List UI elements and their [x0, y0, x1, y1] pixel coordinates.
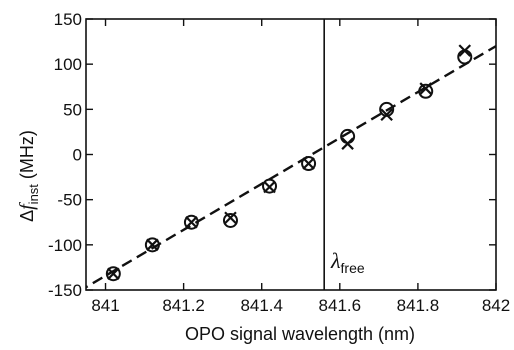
x-tick-label: 841.4 — [240, 296, 283, 315]
cross-marker — [146, 238, 159, 252]
fit-line — [86, 45, 496, 289]
cross-marker — [263, 180, 276, 194]
circle-marker — [262, 178, 278, 194]
y-tick-label: -150 — [48, 281, 82, 300]
vline-label: λfree — [330, 248, 365, 276]
circle-marker — [418, 83, 434, 99]
plot-area — [86, 19, 496, 290]
svg-text:Δfinst (MHz): Δfinst (MHz) — [16, 130, 41, 222]
x-tick-label: 841.8 — [397, 296, 440, 315]
x-tick-label: 841 — [91, 296, 119, 315]
circle-marker — [105, 266, 121, 282]
cross-marker — [380, 108, 393, 122]
x-tick-label: 841.2 — [162, 296, 205, 315]
y-tick-label: -50 — [57, 191, 82, 210]
y-axis-title-symbol: f — [16, 202, 38, 210]
y-axis-title-unit: (MHz) — [17, 130, 37, 184]
cross-marker — [341, 137, 354, 150]
circle-marker — [183, 214, 199, 230]
y-tick-label: 100 — [54, 55, 82, 74]
circle-marker — [222, 212, 238, 228]
circle-marker — [301, 156, 317, 172]
y-tick-label: -100 — [48, 236, 82, 255]
x-tick-label: 841.6 — [319, 296, 362, 315]
x-axis-title: OPO signal wavelength (nm) — [185, 324, 415, 344]
vline-label-subscript: free — [341, 260, 365, 276]
cross-marker — [419, 82, 432, 95]
vline-label-symbol: λ — [330, 248, 341, 273]
y-axis-title: Δfinst (MHz) — [16, 130, 41, 222]
cross-marker — [458, 44, 472, 57]
axes: 841 841.2 841.4 841.6 841.8 842 -150 -100 -50 0 50… — [48, 10, 510, 315]
y-tick-label: 0 — [73, 146, 82, 165]
circle-marker — [457, 49, 473, 65]
y-tick-label: 50 — [63, 100, 82, 119]
cross-marker — [224, 211, 237, 225]
y-tick-label: 150 — [54, 10, 82, 29]
y-axis-title-prefix: Δ — [17, 210, 37, 222]
labels: OPO signal wavelength (nm) Δfinst (MHz) … — [16, 130, 415, 344]
y-axis-title-subscript: inst — [26, 184, 41, 205]
circle-marker — [144, 237, 160, 253]
cross-marker — [185, 215, 198, 229]
cross-marker — [302, 157, 315, 170]
x-tick-label: 842 — [482, 296, 510, 315]
cross-marker — [107, 267, 120, 281]
